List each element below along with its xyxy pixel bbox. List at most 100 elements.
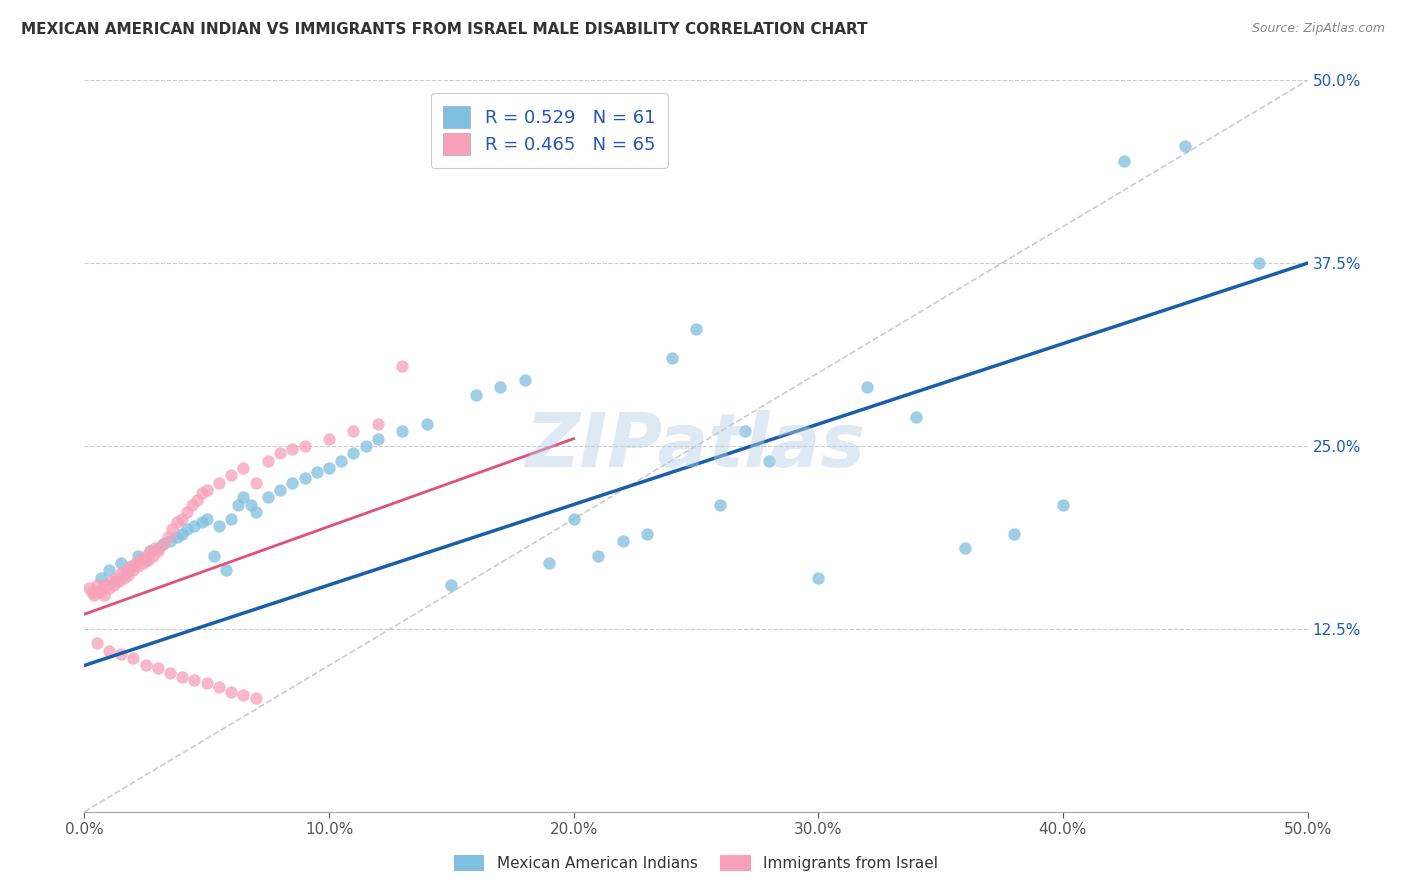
Point: [195, 512, 218, 526]
Point: [538, 556, 561, 570]
Point: [115, 563, 138, 577]
Point: [86, 636, 108, 650]
Point: [97, 581, 120, 595]
Point: [195, 676, 218, 690]
Point: [107, 574, 129, 588]
Point: [90, 571, 112, 585]
Point: [758, 453, 780, 467]
Point: [562, 512, 585, 526]
Point: [208, 475, 231, 490]
Point: [127, 549, 149, 563]
Point: [228, 498, 250, 512]
Point: [342, 425, 364, 439]
Point: [208, 519, 231, 533]
Point: [269, 446, 291, 460]
Point: [83, 588, 105, 602]
Text: Source: ZipAtlas.com: Source: ZipAtlas.com: [1251, 22, 1385, 36]
Point: [186, 493, 208, 508]
Point: [281, 475, 304, 490]
Point: [143, 541, 166, 556]
Point: [152, 537, 174, 551]
Point: [146, 541, 169, 556]
Point: [135, 658, 157, 673]
Point: [391, 359, 413, 373]
Point: [513, 373, 536, 387]
Text: ZIPatlas: ZIPatlas: [526, 409, 866, 483]
Point: [125, 556, 148, 570]
Point: [176, 505, 198, 519]
Point: [294, 439, 316, 453]
Point: [318, 432, 340, 446]
Point: [685, 322, 707, 336]
Point: [122, 558, 145, 573]
Point: [856, 380, 879, 394]
Point: [208, 681, 231, 695]
Point: [77, 581, 100, 595]
Point: [136, 553, 159, 567]
Point: [257, 490, 280, 504]
Point: [87, 585, 110, 599]
Point: [139, 544, 162, 558]
Point: [586, 549, 609, 563]
Point: [100, 574, 122, 588]
Point: [416, 417, 439, 431]
Point: [354, 439, 377, 453]
Point: [172, 526, 194, 541]
Point: [269, 483, 291, 497]
Point: [110, 556, 132, 570]
Point: [172, 512, 194, 526]
Point: [115, 566, 138, 581]
Point: [159, 534, 181, 549]
Point: [93, 588, 115, 602]
Point: [245, 690, 267, 705]
Text: MEXICAN AMERICAN INDIAN VS IMMIGRANTS FROM ISRAEL MALE DISABILITY CORRELATION CH: MEXICAN AMERICAN INDIAN VS IMMIGRANTS FR…: [21, 22, 868, 37]
Point: [191, 485, 214, 500]
Point: [342, 446, 364, 460]
Point: [1174, 139, 1197, 153]
Point: [734, 425, 756, 439]
Point: [129, 551, 152, 566]
Point: [183, 519, 205, 533]
Point: [661, 351, 683, 366]
Point: [86, 578, 108, 592]
Point: [232, 461, 254, 475]
Point: [122, 563, 145, 577]
Point: [176, 522, 198, 536]
Point: [142, 549, 165, 563]
Point: [162, 522, 184, 536]
Point: [110, 647, 132, 661]
Point: [97, 563, 120, 577]
Point: [281, 442, 304, 456]
Point: [166, 515, 188, 529]
Point: [215, 563, 238, 577]
Point: [181, 498, 204, 512]
Point: [117, 567, 139, 582]
Point: [709, 498, 731, 512]
Point: [156, 530, 179, 544]
Point: [195, 483, 218, 497]
Point: [146, 661, 169, 675]
Point: [367, 432, 389, 446]
Point: [245, 505, 267, 519]
Point: [1052, 498, 1074, 512]
Point: [139, 544, 162, 558]
Point: [152, 537, 174, 551]
Point: [1002, 526, 1025, 541]
Point: [127, 558, 149, 573]
Legend: Mexican American Indians, Immigrants from Israel: Mexican American Indians, Immigrants fro…: [447, 849, 945, 877]
Point: [105, 571, 128, 585]
Point: [367, 417, 389, 431]
Point: [1114, 153, 1136, 168]
Point: [120, 558, 142, 573]
Point: [257, 453, 280, 467]
Point: [391, 425, 413, 439]
Point: [440, 578, 463, 592]
Point: [294, 471, 316, 485]
Point: [305, 466, 328, 480]
Point: [112, 571, 135, 585]
Point: [330, 453, 353, 467]
Point: [191, 515, 214, 529]
Point: [146, 544, 169, 558]
Point: [318, 461, 340, 475]
Point: [90, 582, 112, 597]
